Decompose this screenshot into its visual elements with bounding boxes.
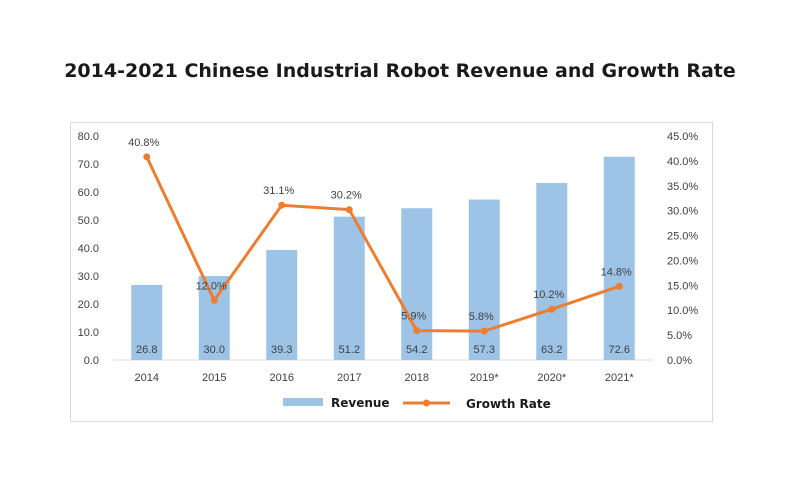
growth-rate-point xyxy=(143,153,151,161)
right-axis-tick: 10.0% xyxy=(667,305,698,317)
growth-rate-data-label: 14.8% xyxy=(601,266,632,278)
revenue-data-label: 51.2 xyxy=(339,344,360,356)
growth-rate-data-label: 5.9% xyxy=(401,311,426,323)
right-axis-tick: 0.0% xyxy=(667,355,692,367)
growth-rate-point xyxy=(480,327,488,335)
growth-rate-data-label: 10.2% xyxy=(533,289,564,301)
x-axis-tick: 2015 xyxy=(202,372,226,384)
left-axis-tick: 60.0 xyxy=(78,187,99,199)
x-axis-tick: 2021* xyxy=(605,372,634,384)
left-axis-tick: 80.0 xyxy=(78,131,99,143)
x-axis-tick: 2019* xyxy=(470,372,499,384)
left-axis-tick: 70.0 xyxy=(78,159,99,171)
growth-rate-data-label: 5.8% xyxy=(469,311,494,323)
growth-rate-point xyxy=(615,282,623,290)
growth-rate-polyline xyxy=(145,156,620,333)
revenue-bar xyxy=(468,199,500,360)
left-axis-tick: 10.0 xyxy=(78,327,99,339)
revenue-bar xyxy=(198,276,230,360)
legend-revenue-label: Revenue xyxy=(331,396,390,410)
x-axis-tick: 2017 xyxy=(337,372,361,384)
revenue-bar xyxy=(603,156,635,360)
growth-rate-point xyxy=(278,201,286,209)
left-axis-tick: 20.0 xyxy=(78,299,99,311)
legend-growth-label: Growth Rate xyxy=(466,397,551,411)
legend-growth-marker xyxy=(423,399,430,407)
revenue-data-label: 72.6 xyxy=(609,344,630,356)
right-axis-tick: 30.0% xyxy=(667,206,698,218)
revenue-data-label: 63.2 xyxy=(541,344,562,356)
revenue-bar xyxy=(333,216,365,360)
revenue-bar xyxy=(266,249,298,360)
left-axis-tick: 50.0 xyxy=(78,215,99,227)
growth-rate-data-label: 30.2% xyxy=(331,190,362,202)
growth-rate-line xyxy=(143,153,623,335)
right-axis-tick: 15.0% xyxy=(667,280,698,292)
chart-title: 2014-2021 Chinese Industrial Robot Reven… xyxy=(64,60,736,82)
right-axis-tick: 40.0% xyxy=(667,156,698,168)
revenue-bar xyxy=(401,208,433,360)
x-axis-tick: 2018 xyxy=(405,372,429,384)
revenue-data-label: 26.8 xyxy=(136,344,157,356)
legend: Revenue Growth Rate xyxy=(283,396,551,411)
revenue-data-label: 54.2 xyxy=(406,344,427,356)
revenue-data-label: 30.0 xyxy=(204,344,225,356)
right-axis: 0.0% 5.0% 10.0% 15.0% 20.0% 25.0% 30.0% 35.0% 40… xyxy=(667,131,698,367)
left-axis-tick: 30.0 xyxy=(78,271,99,283)
growth-rate-data-label: 12.0% xyxy=(196,280,227,292)
x-axis-tick: 2016 xyxy=(270,372,294,384)
right-axis-tick: 5.0% xyxy=(667,330,692,342)
growth-rate-data-label: 40.8% xyxy=(128,137,159,149)
x-axis-tick: 2014 xyxy=(135,372,159,384)
revenue-data-label: 57.3 xyxy=(474,344,495,356)
x-axis: 2014 2015 2016 2017 2018 2019* 2020* 2021* xyxy=(113,359,653,384)
x-axis-tick: 2020* xyxy=(537,372,566,384)
growth-rate-point xyxy=(210,296,218,304)
right-axis-tick: 20.0% xyxy=(667,255,698,267)
left-axis: 0.0 10.0 20.0 30.0 40.0 50.0 60.0 70.0 80.0 xyxy=(78,131,99,367)
revenue-bar xyxy=(131,284,163,360)
growth-rate-point xyxy=(345,206,353,214)
right-axis-tick: 45.0% xyxy=(667,131,698,143)
growth-rate-point xyxy=(413,327,421,335)
left-axis-tick: 40.0 xyxy=(78,243,99,255)
revenue-bars xyxy=(131,156,635,360)
revenue-data-label: 39.3 xyxy=(271,344,292,356)
legend-revenue-swatch xyxy=(283,398,323,406)
growth-rate-labels: 40.8% 12.0% 31.1% 30.2% 5.9% 5.8% 10.2% 14.8% xyxy=(128,137,632,323)
revenue-labels: 26.8 30.0 39.3 51.2 54.2 57.3 63.2 72.6 xyxy=(136,344,630,356)
left-axis-tick: 0.0 xyxy=(84,355,99,367)
growth-rate-data-label: 31.1% xyxy=(263,185,294,197)
growth-rate-point xyxy=(548,305,556,313)
revenue-bar xyxy=(536,183,568,360)
right-axis-tick: 25.0% xyxy=(667,231,698,243)
right-axis-tick: 35.0% xyxy=(667,181,698,193)
